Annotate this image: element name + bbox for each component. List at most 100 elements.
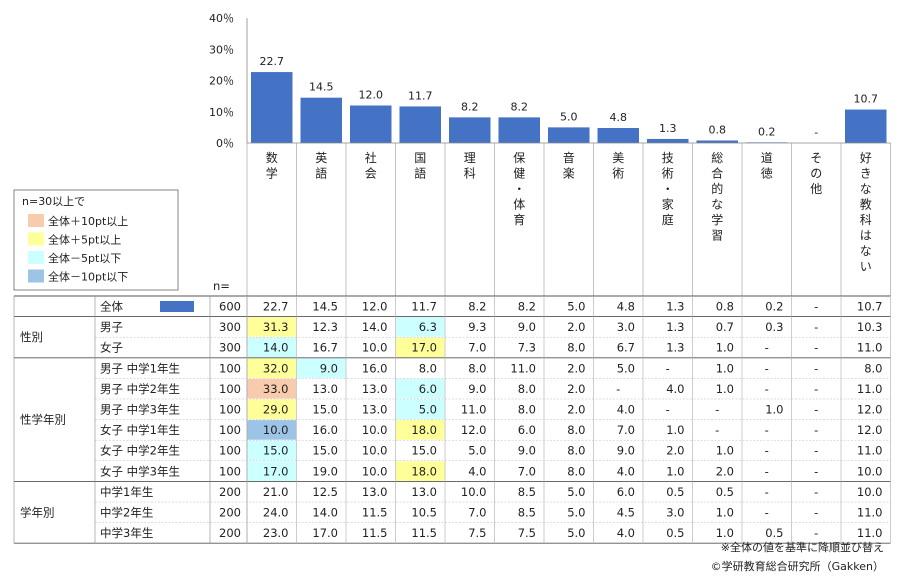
category-label-char: そ <box>810 151 822 165</box>
table-value: 7.0 <box>518 464 536 478</box>
table-value: 2.0 <box>666 444 684 458</box>
table-value: 13.0 <box>362 485 388 499</box>
row-label: 中学1年生 <box>100 485 153 499</box>
table-value: 12.3 <box>312 320 338 334</box>
table-value: - <box>814 361 818 375</box>
highlight-cell <box>396 399 445 420</box>
table-value: 8.0 <box>567 423 585 437</box>
table-value: 1.0 <box>716 361 734 375</box>
legend-label: 全体＋5pt以上 <box>48 233 121 247</box>
table-value: 32.0 <box>263 361 289 375</box>
table-value: 11.7 <box>411 300 437 314</box>
table-value: 11.5 <box>411 526 437 540</box>
table-value: 8.0 <box>518 403 536 417</box>
table-value: 16.0 <box>362 361 388 375</box>
bar <box>597 128 639 143</box>
table-value: 1.0 <box>666 423 684 437</box>
table-value: 1.0 <box>716 506 734 520</box>
bar-value-label: 0.2 <box>758 125 776 138</box>
table-value: - <box>814 403 818 417</box>
table-value: 11.0 <box>857 382 883 396</box>
category-label-char: 術 <box>662 167 674 181</box>
table-value: 2.0 <box>567 403 585 417</box>
table-value: 0.5 <box>666 526 684 540</box>
table-value: 29.0 <box>263 403 289 417</box>
bar <box>399 106 441 143</box>
table-value: 17.0 <box>263 464 289 478</box>
table-value: 7.0 <box>617 423 635 437</box>
table-value: 8.0 <box>567 464 585 478</box>
table-value: 14.5 <box>312 300 338 314</box>
table-value: 7.0 <box>468 506 486 520</box>
table-value: 5.0 <box>419 403 437 417</box>
table-value: 7.5 <box>468 526 486 540</box>
table-value: - <box>765 361 769 375</box>
legend-swatch <box>28 269 44 283</box>
bar <box>498 117 540 143</box>
n-header: n= <box>213 279 230 293</box>
table-value: 5.0 <box>617 361 635 375</box>
table-value: 33.0 <box>263 382 289 396</box>
table-value: 10.0 <box>857 485 883 499</box>
row-label: 男子 中学2年生 <box>100 382 180 396</box>
category-label-char: 楽 <box>563 167 575 181</box>
y-tick-label: 0％ <box>216 137 234 150</box>
legend-swatch <box>28 232 44 246</box>
table-value: 0.2 <box>765 300 783 314</box>
table-value: 4.5 <box>617 506 635 520</box>
highlight-cell <box>396 420 445 440</box>
table-value: 17.0 <box>312 526 338 540</box>
category-label-char: 社 <box>365 150 377 165</box>
table-value: 2.0 <box>716 464 734 478</box>
row-n: 300 <box>219 341 241 355</box>
table-value: 10.0 <box>263 423 289 437</box>
table-value: 6.0 <box>617 485 635 499</box>
table-value: 15.0 <box>312 444 338 458</box>
bar-value-label: 4.8 <box>610 111 628 124</box>
bar-value-label: 0.8 <box>709 124 727 137</box>
category-label-char: 家 <box>662 197 674 212</box>
highlight-cell <box>396 461 445 481</box>
y-tick-label: 10％ <box>209 106 234 119</box>
category-label-char: 庭 <box>662 212 674 227</box>
row-n: 200 <box>219 485 241 499</box>
highlight-cell <box>247 461 296 481</box>
table-value: - <box>814 341 818 355</box>
legend-swatch <box>28 214 44 227</box>
row-n: 100 <box>219 464 241 478</box>
row-label: 男子 中学1年生 <box>100 361 180 375</box>
table-value: 13.0 <box>411 485 437 499</box>
highlight-cell <box>396 317 445 337</box>
table-value: - <box>715 403 719 417</box>
category-label-char: 的 <box>711 181 723 196</box>
row-n: 300 <box>219 320 241 334</box>
table-value: 1.0 <box>716 444 734 458</box>
category-label-char: 体 <box>513 198 525 212</box>
highlight-cell <box>247 358 296 378</box>
table-value: 9.0 <box>617 444 635 458</box>
bar-value-label: - <box>814 126 818 139</box>
table-value: 7.0 <box>468 341 486 355</box>
table-value: 5.0 <box>567 485 585 499</box>
bar-value-label: 8.2 <box>461 100 479 113</box>
table-value: 12.0 <box>857 403 883 417</box>
table-value: 16.0 <box>312 423 338 437</box>
bar-value-label: 11.7 <box>408 89 433 102</box>
category-label-char: な <box>711 198 723 212</box>
bar-value-label: 14.5 <box>309 81 334 94</box>
bar <box>647 138 689 143</box>
table-value: 18.0 <box>411 464 437 478</box>
row-label: 女子 中学3年生 <box>100 464 180 478</box>
category-label-char: 学 <box>266 166 278 181</box>
row-n: 100 <box>219 444 241 458</box>
row-label: 女子 中学1年生 <box>100 423 180 437</box>
highlight-cell <box>247 317 296 337</box>
bar-value-label: 8.2 <box>511 100 529 113</box>
table-value: 15.0 <box>312 403 338 417</box>
row-n: 200 <box>219 506 241 520</box>
table-value: - <box>765 464 769 478</box>
table-value: 15.0 <box>411 444 437 458</box>
table-value: 7.3 <box>518 341 536 355</box>
table-value: 0.5 <box>666 485 684 499</box>
table-value: 13.0 <box>362 382 388 396</box>
